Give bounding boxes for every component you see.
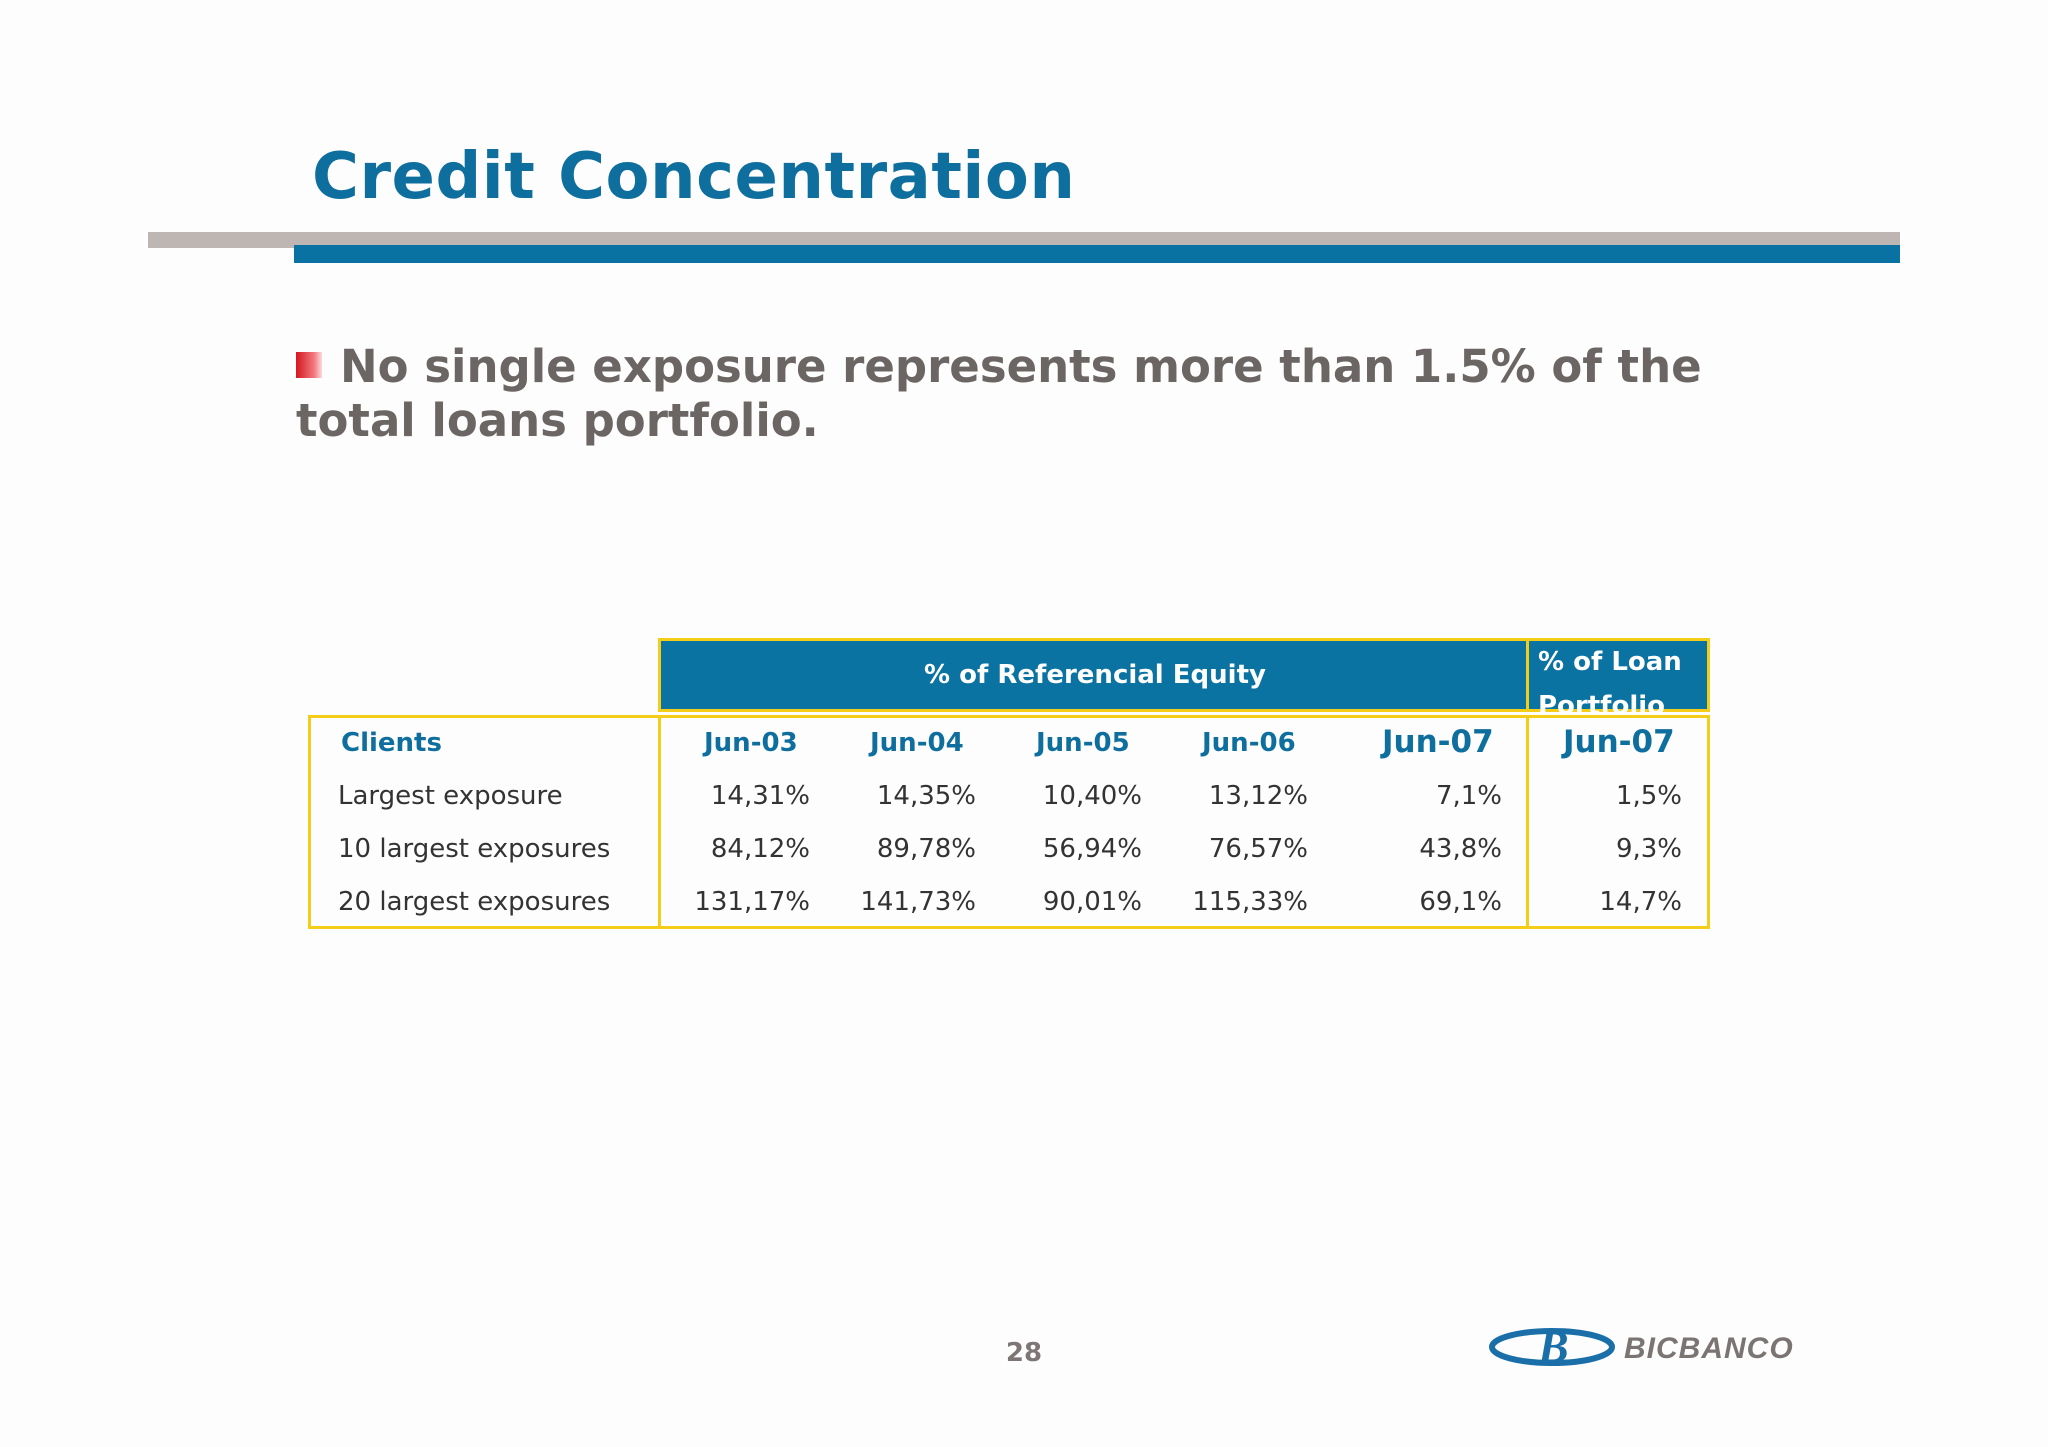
table-cell: 7,1% [1435, 781, 1502, 811]
table-cell: 131,17% [694, 887, 810, 917]
logo-ring-icon [1489, 1328, 1615, 1366]
logo-wordmark: BICBANCO [1624, 1332, 1794, 1365]
bullet-text: No single exposure represents more than … [296, 340, 1702, 447]
col-header-jun04: Jun-04 [870, 728, 964, 758]
row-label-20-largest: 20 largest exposures [338, 887, 611, 917]
header-divider [1526, 638, 1529, 712]
table-divider-loan [1526, 715, 1529, 929]
table-divider-clients [658, 715, 661, 929]
header-referencial-equity: % of Referencial Equity [924, 660, 1266, 690]
table-body [308, 715, 1710, 929]
table-cell: 14,35% [876, 781, 976, 811]
col-header-clients: Clients [341, 728, 442, 758]
table-cell: 1,5% [1615, 781, 1682, 811]
col-header-jun06: Jun-06 [1202, 728, 1296, 758]
table-cell: 14,7% [1599, 887, 1682, 917]
table-cell: 9,3% [1615, 834, 1682, 864]
col-header-jun05: Jun-05 [1036, 728, 1130, 758]
table-cell: 84,12% [710, 834, 810, 864]
table-cell: 10,40% [1042, 781, 1142, 811]
slide-title: Credit Concentration [312, 140, 1076, 214]
title-rule-gray [148, 232, 1900, 248]
table-cell: 43,8% [1419, 834, 1502, 864]
table-cell: 69,1% [1419, 887, 1502, 917]
row-label-10-largest: 10 largest exposures [338, 834, 611, 864]
header-loan-line1: % of Loan [1538, 647, 1682, 677]
table-cell: 90,01% [1042, 887, 1142, 917]
bullet-square-icon [296, 352, 322, 378]
table-cell: 13,12% [1208, 781, 1308, 811]
table-group-header [658, 638, 1710, 712]
bicbanco-logo: B BICBANCO [1489, 1322, 1794, 1372]
title-rule-blue [294, 245, 1900, 263]
table-cell: 56,94% [1042, 834, 1142, 864]
page-number: 28 [1005, 1338, 1043, 1368]
table-cell: 14,31% [710, 781, 810, 811]
col-header-jun03: Jun-03 [704, 728, 798, 758]
table-cell: 115,33% [1192, 887, 1308, 917]
col-header-jun07-equity: Jun-07 [1382, 724, 1494, 760]
bullet-point: No single exposure represents more than … [296, 340, 1796, 448]
row-label-largest: Largest exposure [338, 781, 563, 811]
table-cell: 141,73% [860, 887, 976, 917]
table-cell: 89,78% [876, 834, 976, 864]
table-cell: 76,57% [1208, 834, 1308, 864]
col-header-jun07-loan: Jun-07 [1563, 724, 1675, 760]
logo-mark: B [1537, 1322, 1569, 1372]
